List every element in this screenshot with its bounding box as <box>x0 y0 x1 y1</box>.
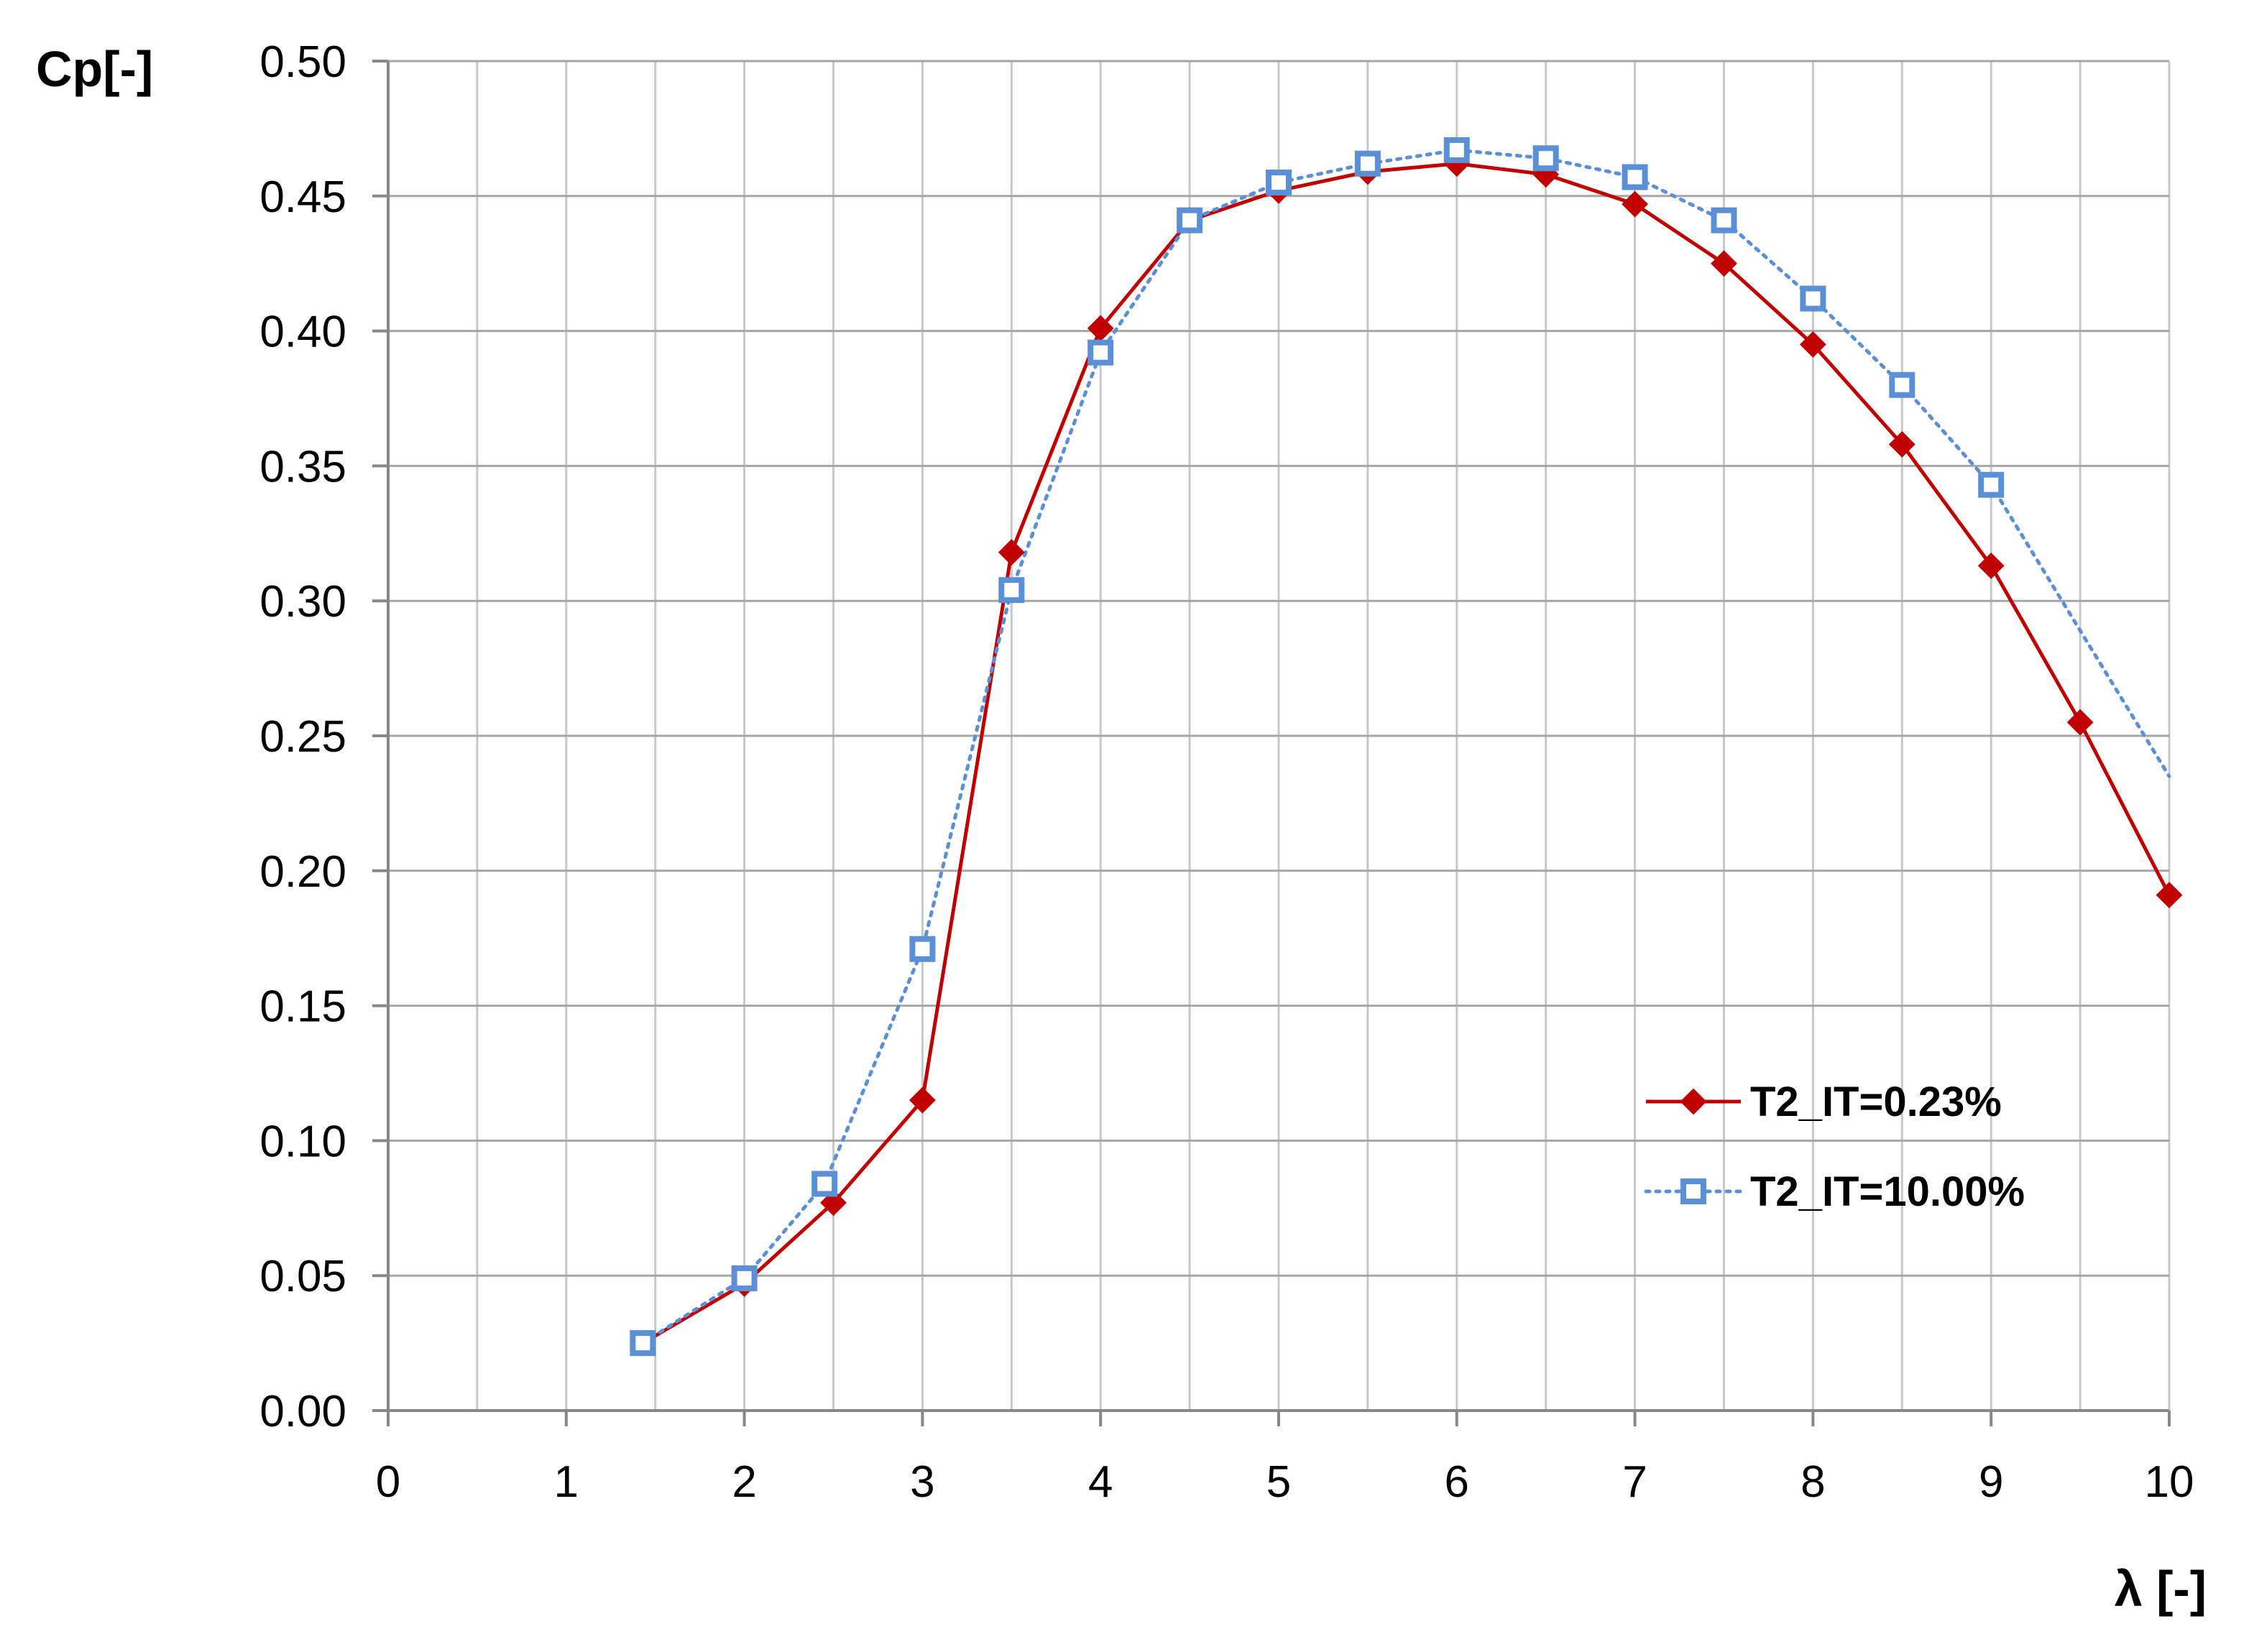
legend-label: T2_IT=0.23% <box>1750 1079 2002 1125</box>
x-tick-label: 8 <box>1800 1457 1825 1507</box>
x-tick-label: 0 <box>376 1457 400 1507</box>
data-point-series-1 <box>1977 552 2005 579</box>
data-point-series-1 <box>998 539 1025 566</box>
data-point-series-2 <box>1087 339 1114 366</box>
x-tick-label: 7 <box>1622 1457 1647 1507</box>
y-tick-label: 0.25 <box>259 712 346 762</box>
y-tick-label: 0.30 <box>259 577 346 627</box>
data-point-series-1 <box>2066 709 2094 736</box>
x-axis-title: λ [-] <box>2115 1561 2207 1617</box>
data-point-series-2 <box>1978 471 2005 498</box>
data-point-series-1 <box>2156 882 2183 909</box>
y-tick-label: 0.20 <box>259 847 346 897</box>
legend-swatch-marker <box>1680 1178 1706 1204</box>
data-point-series-2 <box>998 577 1025 604</box>
data-point-series-1 <box>909 1086 936 1114</box>
y-axis-title: Cp[-] <box>36 41 153 97</box>
x-tick-label: 10 <box>2145 1457 2194 1507</box>
legend: T2_IT=0.23% T2_IT=10.00% <box>1644 1079 2025 1215</box>
series-markers <box>629 137 2183 1357</box>
data-point-series-1 <box>1711 250 1737 277</box>
legend-swatch-marker <box>1680 1088 1707 1115</box>
y-tick-label: 0.15 <box>259 982 346 1032</box>
x-tick-label: 2 <box>732 1457 756 1507</box>
data-point-series-2 <box>731 1265 758 1291</box>
data-point-series-2 <box>1354 150 1381 177</box>
data-point-series-2 <box>1711 207 1737 234</box>
x-tick-label: 3 <box>910 1457 934 1507</box>
y-tick-label: 0.50 <box>259 37 346 87</box>
data-point-series-2 <box>909 936 936 962</box>
y-tick-label: 0.10 <box>259 1117 346 1166</box>
data-point-series-2 <box>1532 145 1559 172</box>
data-point-series-2 <box>1889 372 1915 398</box>
data-point-series-1 <box>1799 331 1826 358</box>
data-point-series-1 <box>1888 430 1915 458</box>
series-line-1 <box>642 162 2171 1345</box>
x-tick-label: 1 <box>554 1457 579 1507</box>
x-tick-label: 9 <box>1979 1457 2003 1507</box>
legend-label: T2_IT=10.00% <box>1750 1168 2025 1215</box>
data-point-series-2 <box>1443 137 1470 163</box>
data-point-series-2 <box>1177 207 1203 234</box>
y-tick-label: 0.45 <box>259 172 346 222</box>
y-tick-label: 0.35 <box>259 442 346 492</box>
x-tick-label: 4 <box>1088 1457 1113 1507</box>
data-point-series-2 <box>1266 170 1292 196</box>
y-tick-label: 0.40 <box>259 308 346 357</box>
y-tick-label: 0.05 <box>259 1252 346 1301</box>
data-point-series-2 <box>811 1171 838 1197</box>
x-tick-label: 6 <box>1445 1457 1469 1507</box>
axes: 0 1 2 3 4 5 6 7 8 9 10 0.00 0.05 0.10 0.15 0.20 0.25 0.30… <box>259 37 2194 1507</box>
data-point-series-2 <box>630 1330 656 1357</box>
data-point-series-2 <box>1622 164 1648 190</box>
data-point-series-2 <box>1800 285 1826 312</box>
y-tick-label: 0.00 <box>259 1387 346 1436</box>
data-point-series-1 <box>1622 190 1649 218</box>
x-tick-label: 5 <box>1266 1457 1291 1507</box>
